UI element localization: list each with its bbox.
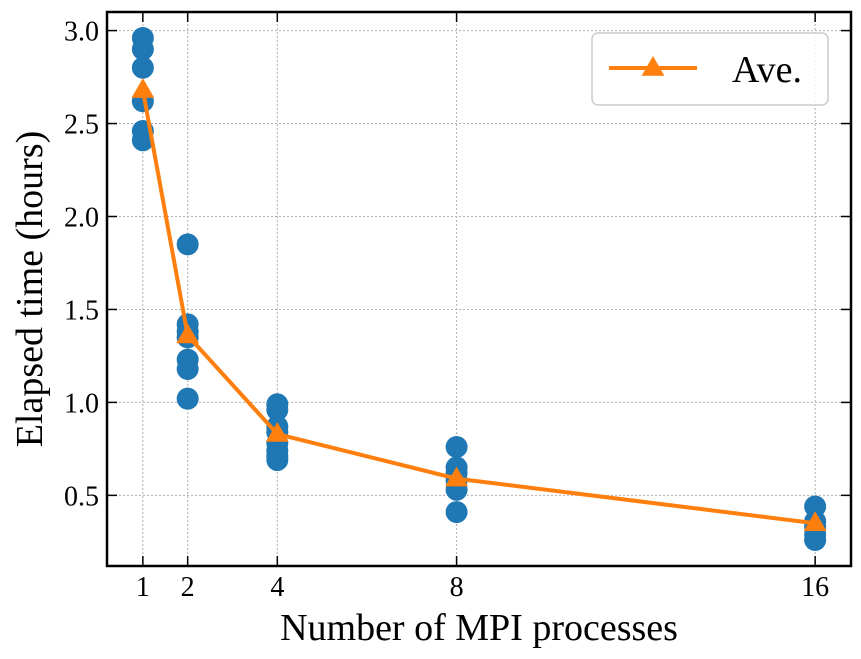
y-tick-label: 1.0 [64,388,99,419]
legend: Ave. [591,32,829,106]
x-tick-label: 1 [136,572,150,603]
scatter-point [445,501,468,524]
x-tick-label: 16 [801,572,829,603]
average-marker [176,323,200,344]
y-tick-label: 0.5 [64,481,99,512]
scatter-point [131,129,154,152]
scatter-point [266,398,289,421]
average-marker [445,466,468,487]
legend-label-ave: Ave. [732,49,802,91]
scatter-point [176,357,199,380]
tick-labels: 1 2 4 8 16 0.5 1.0 1.5 2.0 2.5 3.0 [64,17,829,603]
axes-frame [105,10,853,568]
scatter-point [176,233,199,256]
y-tick-label: 2.5 [64,110,99,141]
y-tick-label: 3.0 [64,17,99,48]
scatter-point [266,449,289,472]
average-marker [803,511,827,532]
x-tick-label: 2 [181,572,195,603]
y-axis-label: Elapsed time (hours) [9,131,51,448]
grid-lines [107,12,851,566]
average-line [140,89,816,526]
y-tick-label: 2.0 [64,202,99,233]
scatter-point [131,56,154,79]
x-axis-label: Number of MPI processes [280,607,678,649]
legend-triangle-marker [641,56,665,76]
plot-area [131,27,827,551]
average-marker [131,78,155,98]
axis-ticks [107,12,851,566]
legend-box [591,32,829,106]
scatter-point [131,38,154,61]
scatter-point [804,528,827,551]
scatter-point [445,436,468,459]
average-marker [265,422,289,442]
scatter-point [176,387,199,410]
x-tick-label: 8 [450,572,464,603]
x-tick-label: 4 [270,572,284,603]
y-tick-label: 1.5 [64,295,99,326]
